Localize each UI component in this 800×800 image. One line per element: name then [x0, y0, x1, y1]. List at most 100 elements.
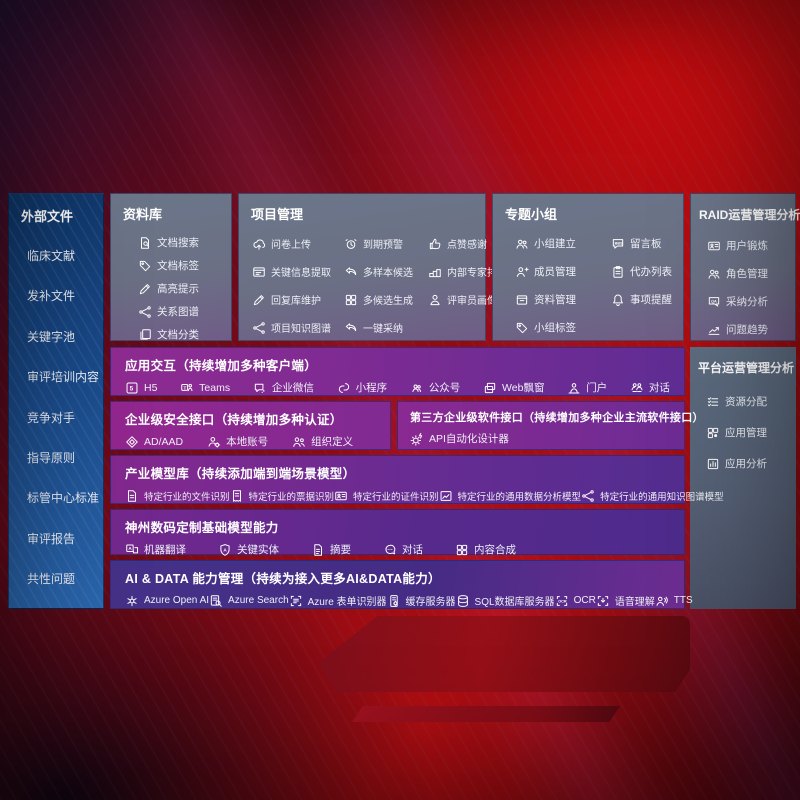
svg-text:QA: QA — [711, 299, 717, 303]
list-item: 审评培训内容 — [27, 368, 103, 385]
feature-label: 小组标签 — [534, 322, 576, 334]
tag-icon — [515, 321, 529, 335]
box-title: 资料库 — [123, 207, 163, 222]
feature-item: A 关键实体 — [218, 542, 279, 557]
feature-label: 回复库维护 — [271, 296, 321, 307]
feature-label: 缓存服务器 — [405, 597, 456, 608]
feature-label: 项目知识图谱 — [271, 324, 331, 335]
people-icon — [707, 267, 721, 281]
feature-item: 语音理解 — [596, 593, 655, 608]
tag-icon — [138, 259, 152, 273]
portal-icon — [567, 381, 581, 395]
feature-label: 发补文件 — [27, 289, 76, 304]
cloud-up-icon — [252, 237, 266, 251]
list-item: 标管中心标准 — [27, 489, 103, 506]
translate-icon: A — [125, 543, 139, 557]
cache-icon — [387, 594, 401, 608]
feature-label: 用户锻炼 — [726, 240, 768, 252]
feature-label: 摘要 — [330, 544, 351, 556]
chat-round-icon — [383, 543, 397, 557]
feature-item: 特定行业的票据识别 — [230, 489, 335, 503]
svg-text:OCR: OCR — [558, 599, 567, 603]
feature-item: 高亮提示 — [138, 281, 231, 296]
graph-icon — [581, 489, 595, 503]
enterprise-security-band: 企业级安全接口（持续增加多种认证） AD/AAD 本地账号 组织定义 — [110, 401, 391, 450]
feature-label: 特定行业的通用知识图谱模型 — [600, 492, 724, 503]
feature-item: 内容合成 — [455, 542, 516, 557]
feature-item: Azure Search — [209, 594, 289, 608]
feature-item: QA 采纳分析 — [707, 294, 795, 309]
feature-label: Web飘窗 — [502, 382, 545, 394]
feature-label: 代办列表 — [630, 266, 672, 278]
feature-label: 多样本候选 — [363, 268, 413, 279]
list-item: 关键字池 — [27, 328, 103, 345]
feature-label: 事项提醒 — [630, 294, 672, 306]
tts-icon — [655, 594, 669, 608]
list-item: 临床文献 — [27, 247, 103, 264]
feature-item: T Teams — [180, 381, 230, 395]
azure-search-icon — [209, 594, 223, 608]
feature-label: 文档搜索 — [157, 237, 199, 249]
ai-data-band: AI & DATA 能力管理（持续为接入更多AI&DATA能力） Azure O… — [110, 560, 693, 609]
feature-label: 内容合成 — [474, 544, 516, 556]
org-icon — [292, 435, 306, 449]
clipboard-icon — [611, 265, 625, 279]
industry-models-band: 产业模型库（持续添加端到端场景模型） 特定行业的文件识别 特定行业的票据识别 特定行… — [110, 455, 724, 504]
feature-item: BBS 留言板 — [611, 236, 683, 251]
feature-label: 多候选生成 — [363, 296, 413, 307]
svg-text:T: T — [184, 385, 187, 391]
feature-label: 特定行业的通用数据分析模型 — [457, 492, 582, 503]
feature-label: 采纳分析 — [726, 296, 768, 308]
feature-label: 指导原则 — [27, 450, 76, 465]
feature-item: 问卷上传 — [252, 236, 344, 251]
feature-item: OCR OCR — [555, 594, 596, 608]
box-title: 平台运营管理分析 — [698, 361, 795, 375]
feature-label: 对话 — [648, 382, 670, 394]
feature-item: Azure Open AI — [125, 594, 209, 608]
feature-label: 关系图谱 — [157, 306, 199, 318]
feature-label: 文档分类 — [157, 329, 199, 341]
band-title: 企业级安全接口（持续增加多种认证） — [125, 413, 343, 427]
summary-icon — [311, 543, 325, 557]
person-icon — [428, 293, 442, 307]
band-title: 第三方企业级软件接口（持续增加多种企业主流软件接口） — [410, 412, 704, 424]
feature-item: TTS — [655, 594, 693, 608]
feature-label: 问卷上传 — [271, 240, 311, 251]
feature-label: 特定行业的票据识别 — [248, 492, 335, 503]
feature-label: 到期预警 — [363, 240, 403, 251]
feature-label: 共性问题 — [27, 572, 76, 586]
feature-label: 高亮提示 — [157, 283, 199, 295]
feature-label: 机器翻译 — [144, 544, 186, 556]
band-title: 应用交互（持续增加多种客户端） — [125, 359, 318, 373]
grid-dot-icon — [706, 426, 720, 440]
project-management-box: 项目管理 问卷上传 到期预警 点赞感谢 关键信息提取 多样本候选 内部专家排名 回复库维护 多… — [238, 193, 507, 341]
feature-item: 代办列表 — [611, 264, 683, 279]
feature-item: 一键采纳 — [344, 320, 428, 335]
box-icon — [515, 293, 529, 307]
feature-item: 多候选生成 — [344, 292, 428, 307]
feature-label: 点赞感谢 — [447, 240, 487, 251]
voice-icon — [596, 594, 610, 608]
feature-label: 内部专家排名 — [447, 268, 507, 279]
feature-item: SQL数据库服务器 — [456, 593, 555, 608]
feature-item: 回复库维护 — [252, 292, 344, 307]
feature-item: 小程序 — [337, 380, 387, 395]
feature-item: 资源分配 — [706, 394, 796, 409]
grid4-icon — [344, 293, 358, 307]
repository-box: 资料库 文档搜索文档标签高亮提示关系图谱文档分类 — [110, 193, 232, 341]
thirdparty-interface-band: 第三方企业级软件接口（持续增加多种企业主流软件接口） API自动化设计器 — [397, 401, 704, 450]
feature-item: 特定行业的通用数据分析模型 — [439, 489, 582, 503]
podium-icon — [428, 265, 442, 279]
feature-label: 临床文献 — [27, 249, 76, 263]
list-item: 共性问题 — [27, 570, 103, 587]
feature-item: 本地账号 — [207, 434, 268, 449]
base-model-band: 神州数码定制基础模型能力 A 机器翻译 A 关键实体 摘要 对话 内容合成 — [110, 509, 685, 557]
feature-item: 文档标签 — [138, 258, 231, 273]
feature-label: 特定行业的文件识别 — [144, 492, 230, 503]
doc-search-icon — [138, 236, 152, 250]
feature-label: TTS — [673, 595, 693, 606]
feature-item: 对话 — [630, 380, 670, 395]
feature-label: 成员管理 — [534, 266, 576, 278]
svg-text:A: A — [223, 547, 227, 552]
feature-label: 应用管理 — [725, 427, 767, 439]
